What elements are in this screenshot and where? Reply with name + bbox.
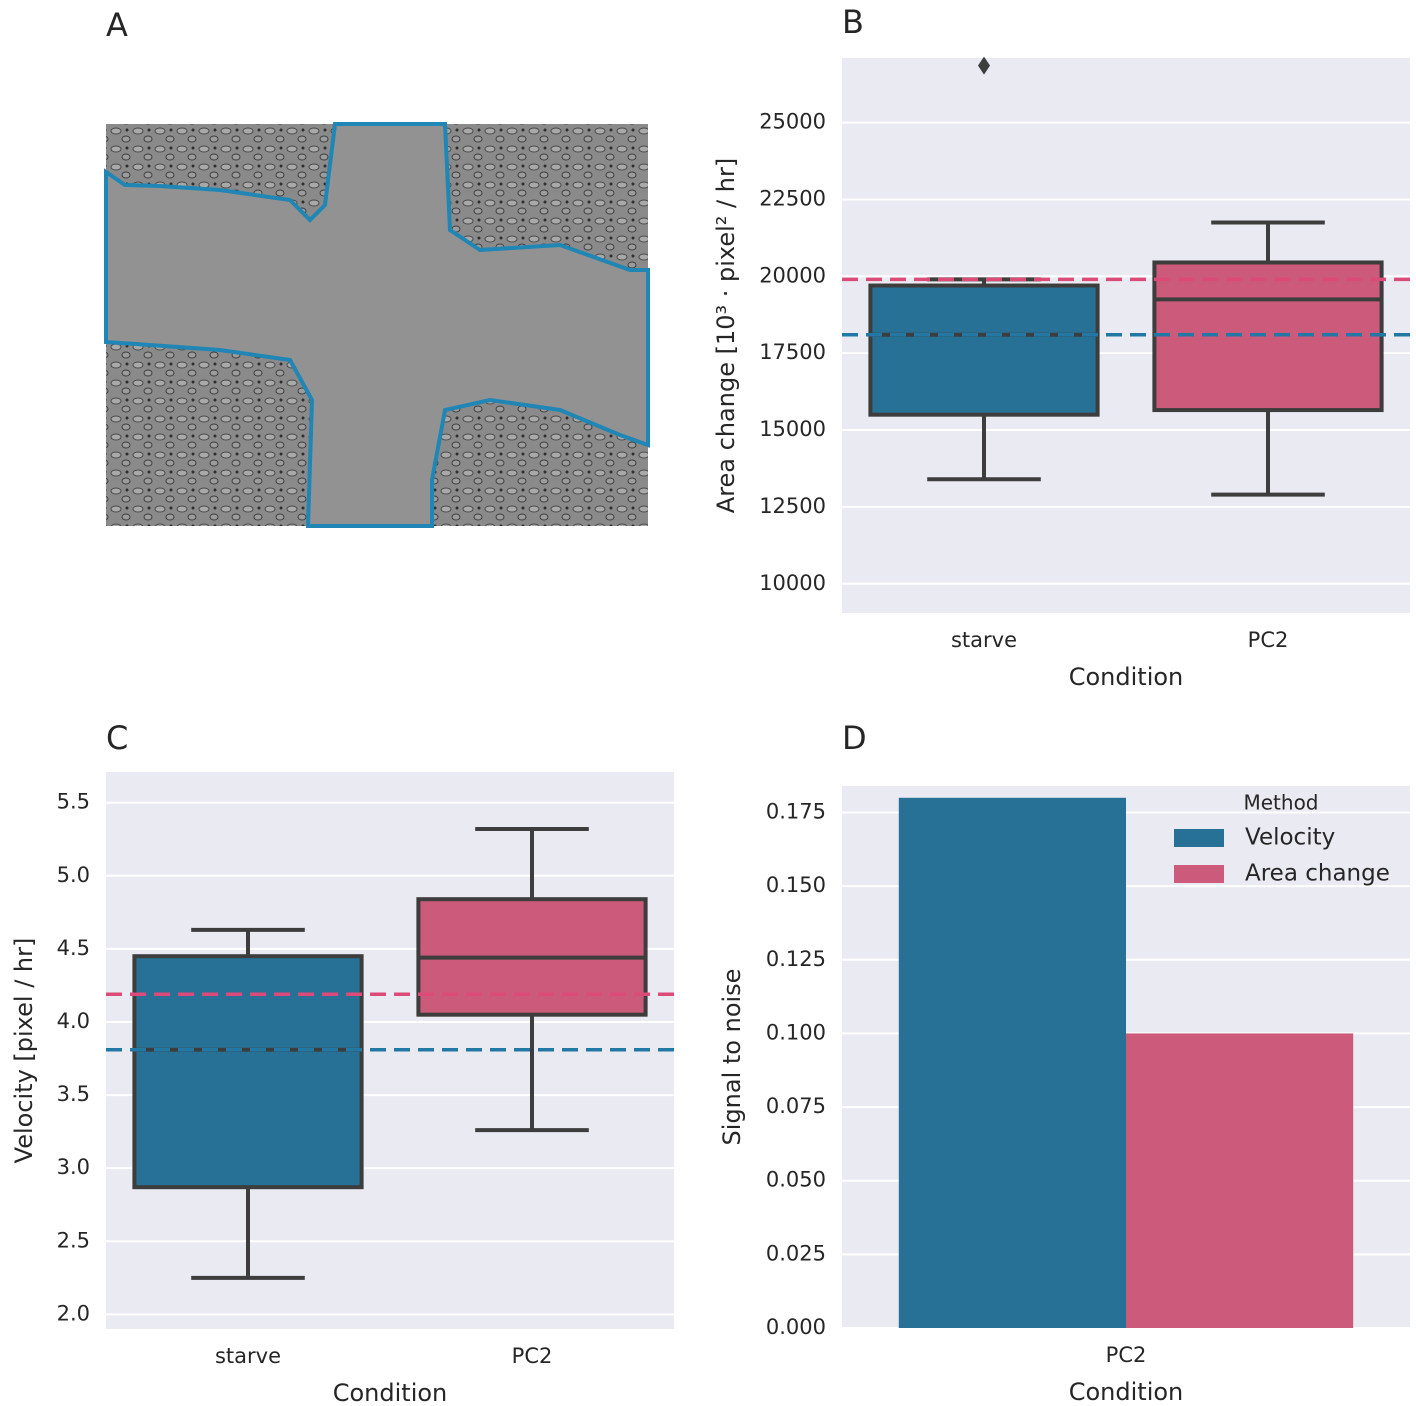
y-tick-label: 17500 xyxy=(759,340,826,364)
y-tick-label: 4.5 xyxy=(57,936,90,960)
y-tick-label: 0.000 xyxy=(766,1315,826,1339)
y-axis-label: Signal to noise xyxy=(718,969,746,1146)
y-tick-label: 2.0 xyxy=(57,1301,90,1325)
panel-label: C xyxy=(106,719,128,757)
y-tick-label: 0.100 xyxy=(766,1020,826,1044)
legend-swatch xyxy=(1174,865,1224,883)
panel-label: A xyxy=(106,6,128,44)
y-tick-label: 0.050 xyxy=(766,1168,826,1192)
y-tick-label: 0.025 xyxy=(766,1241,826,1265)
y-tick-label: 5.5 xyxy=(57,790,90,814)
micrograph xyxy=(104,122,650,528)
bar xyxy=(898,797,1126,1328)
y-tick-label: 2.5 xyxy=(57,1228,90,1252)
y-tick-label: 10000 xyxy=(759,571,826,595)
x-tick-label: PC2 xyxy=(1106,1343,1147,1367)
x-axis-label: Condition xyxy=(1069,663,1184,691)
x-tick-label: PC2 xyxy=(512,1344,553,1368)
x-tick-label: starve xyxy=(951,628,1017,652)
box xyxy=(868,283,1100,417)
y-axis-label: Velocity [pixel / hr] xyxy=(10,938,38,1164)
x-axis-label: Condition xyxy=(333,1379,448,1406)
y-tick-label: 5.0 xyxy=(57,863,90,887)
y-tick-label: 4.0 xyxy=(57,1009,90,1033)
y-tick-label: 12500 xyxy=(759,494,826,518)
outlier xyxy=(978,56,990,75)
y-tick-label: 0.150 xyxy=(766,873,826,897)
x-axis-label: Condition xyxy=(1069,1378,1184,1406)
legend-swatch xyxy=(1174,829,1224,847)
legend-label: Area change xyxy=(1245,861,1390,887)
x-tick-label: starve xyxy=(215,1344,281,1368)
y-tick-label: 25000 xyxy=(759,110,826,134)
y-tick-label: 22500 xyxy=(759,186,826,210)
y-tick-label: 3.5 xyxy=(57,1082,90,1106)
bar xyxy=(1126,1033,1354,1328)
box xyxy=(132,954,364,1190)
y-tick-label: 20000 xyxy=(759,263,826,287)
x-tick-label: PC2 xyxy=(1248,628,1289,652)
y-tick-label: 0.175 xyxy=(766,800,826,824)
y-tick-label: 3.0 xyxy=(57,1155,90,1179)
y-tick-label: 15000 xyxy=(759,417,826,441)
panel-label: B xyxy=(842,3,864,41)
y-tick-label: 0.075 xyxy=(766,1094,826,1118)
y-tick-label: 0.125 xyxy=(766,947,826,971)
panel-label: D xyxy=(842,719,867,757)
y-axis-label: Area change [10³ · pixel² / hr] xyxy=(712,158,740,513)
legend-label: Velocity xyxy=(1245,825,1335,851)
legend-title: Method xyxy=(1243,791,1318,815)
